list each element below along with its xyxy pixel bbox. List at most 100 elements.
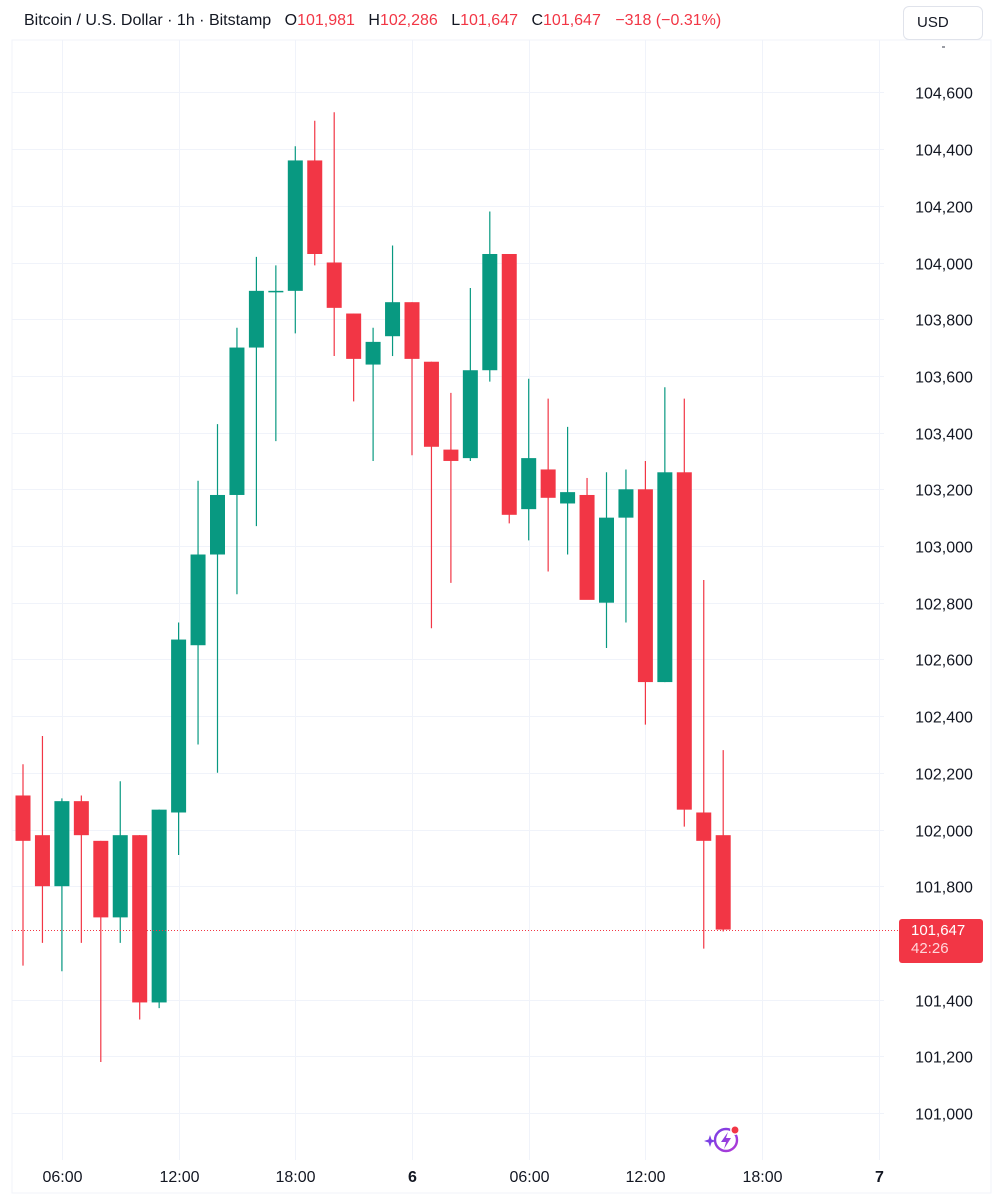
candle-body [112, 835, 128, 918]
candle-up [287, 146, 303, 334]
candle-up [171, 622, 187, 856]
candle-body [210, 494, 225, 555]
grid-lines [12, 40, 884, 1160]
currency-button[interactable]: USD [903, 6, 983, 40]
sparkle-lightning-icon [704, 1125, 740, 1153]
symbol-legend: Bitcoin / U.S. Dollar · 1h · Bitstamp O1… [24, 12, 721, 30]
candle-down [326, 112, 342, 357]
candle-body [560, 492, 576, 504]
candle-body [15, 795, 31, 841]
candle-body [326, 262, 342, 308]
candle-body [287, 160, 303, 291]
candle-up [54, 798, 70, 972]
candle-down [132, 835, 148, 1020]
y-tick-label: 103,800 [915, 313, 973, 330]
y-tick-label: 102,200 [915, 767, 973, 784]
candle-down [501, 253, 517, 524]
candle-up [190, 480, 206, 745]
x-tick-label: 18:00 [742, 1169, 782, 1186]
candle-body [93, 840, 109, 918]
x-tick-label: 12:00 [625, 1169, 665, 1186]
candle-body [151, 809, 167, 1003]
candle-down [540, 398, 556, 572]
candle-body [579, 494, 595, 600]
candle-up [229, 327, 245, 595]
candle-body [462, 370, 478, 459]
candle-body [307, 160, 323, 254]
x-tick-label: 6 [408, 1169, 417, 1186]
candle-body [482, 253, 498, 371]
last-price-tag: 101,647 42:26 [899, 919, 983, 963]
candle-down [696, 580, 712, 949]
x-tick-label: 7 [875, 1169, 884, 1186]
y-tick-label: 102,000 [915, 824, 973, 841]
candle-body [365, 341, 381, 365]
y-tick-label: 104,000 [915, 257, 973, 274]
y-tick-label: 102,600 [915, 653, 973, 670]
candle-body [73, 801, 89, 836]
y-tick-label: 104,400 [915, 143, 973, 160]
candle-body [171, 639, 187, 813]
close-value: 101,647 [543, 12, 601, 29]
candle-up [151, 809, 167, 1009]
candle-body [132, 835, 148, 1003]
candle-down [15, 764, 31, 966]
candle-body [599, 517, 614, 603]
price-axis[interactable]: 101,000 101,200 101,400 101,800 102,000 102,2… [915, 46, 973, 1124]
y-tick-label: 104,200 [915, 200, 973, 217]
candle-body [229, 347, 245, 495]
low-value: 101,647 [460, 12, 518, 29]
low-label: L [451, 12, 461, 29]
candle-down [637, 460, 653, 725]
candle-down [34, 735, 50, 943]
candle-down [404, 302, 420, 456]
time-axis[interactable]: 06:00 12:00 18:00 6 06:00 12:00 18:00 7 [42, 1169, 884, 1186]
candle-up [482, 211, 498, 382]
open-label: O [284, 12, 298, 29]
candle-body [676, 472, 692, 810]
last-price-value: 101,647 [911, 922, 966, 939]
candle-body [521, 458, 537, 510]
close-label: C [531, 12, 544, 29]
change-value: −318 (−0.31%) [615, 12, 722, 29]
y-tick-label: 104,600 [915, 86, 973, 103]
candle-body [54, 801, 70, 887]
y-tick-label: 103,000 [915, 540, 973, 557]
candle-body [540, 469, 556, 498]
candle-up [618, 469, 634, 623]
candle-body [423, 361, 439, 447]
y-tick-label: 102,800 [915, 597, 973, 614]
high-label: H [368, 12, 380, 29]
y-tick-label: 101,400 [915, 994, 973, 1011]
candle-up [599, 472, 614, 649]
candle-down [73, 795, 89, 943]
candle-up [560, 426, 576, 555]
open-value: 101,981 [297, 12, 355, 29]
candle-up [210, 424, 225, 773]
symbol-title[interactable]: Bitcoin / U.S. Dollar · 1h · Bitstamp [24, 12, 272, 29]
candle-body [443, 449, 459, 461]
candle-up [462, 288, 478, 461]
candle-up [248, 256, 264, 527]
candle-body [190, 554, 206, 646]
y-tick-label: 102,400 [915, 710, 973, 727]
candle-down [676, 398, 692, 827]
y-tick-label: 101,200 [915, 1050, 973, 1067]
candle-up [521, 378, 537, 541]
high-value: 102,286 [379, 12, 438, 29]
candle-body [385, 302, 401, 337]
chart-pane-frame [11, 39, 992, 1194]
candle-down [715, 750, 731, 932]
y-tick-label: 101,800 [915, 880, 973, 897]
candle-body [696, 812, 712, 841]
candle-body [268, 290, 284, 293]
y-tick-label: 101,000 [915, 1107, 973, 1124]
candle-body [346, 313, 362, 359]
assistant-button[interactable] [704, 1123, 742, 1157]
candle-up [268, 265, 284, 442]
candle-down [579, 477, 595, 600]
candle-body [34, 835, 50, 887]
candle-body [618, 489, 634, 518]
candle-body [657, 472, 673, 683]
